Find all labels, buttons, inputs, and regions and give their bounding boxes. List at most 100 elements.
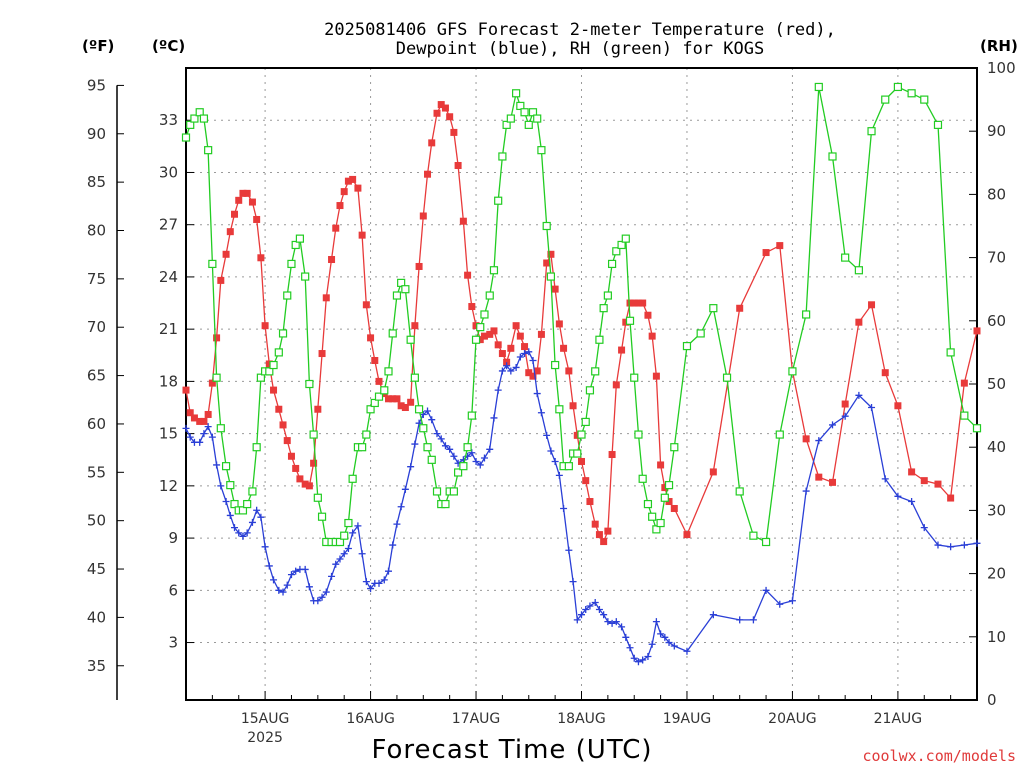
dewpoint-point bbox=[973, 539, 981, 547]
rh-point bbox=[607, 259, 617, 269]
temperature-point bbox=[419, 212, 427, 220]
temperature-point bbox=[634, 299, 642, 307]
fahrenheit-tick-label: 50 bbox=[87, 512, 106, 530]
dewpoint-point bbox=[591, 599, 599, 607]
temperature-point bbox=[665, 498, 673, 506]
dewpoint-series bbox=[182, 348, 981, 666]
dewpoint-point bbox=[208, 433, 216, 441]
dewpoint-point bbox=[450, 452, 458, 460]
dewpoint-point bbox=[551, 457, 559, 465]
temperature-point bbox=[802, 435, 810, 443]
rh-point bbox=[454, 468, 463, 477]
rh-point bbox=[881, 95, 890, 104]
rh-point bbox=[380, 386, 389, 395]
temperature-point bbox=[894, 402, 902, 410]
rh-point bbox=[506, 114, 515, 123]
dewpoint-point bbox=[841, 412, 849, 420]
rh-point bbox=[344, 518, 353, 528]
rh-point bbox=[423, 443, 432, 452]
chart-title-line1: 2025081406 GFS Forecast 2-meter Temperat… bbox=[324, 20, 836, 40]
rh-point bbox=[384, 367, 393, 376]
x-tick-label: 16AUG bbox=[346, 711, 395, 727]
dewpoint-point bbox=[424, 407, 432, 415]
fahrenheit-tick-label: 80 bbox=[87, 221, 106, 239]
dewpoint-point bbox=[336, 555, 344, 563]
dewpoint-point bbox=[322, 588, 330, 596]
dewpoint-point bbox=[788, 597, 796, 605]
rh-point bbox=[301, 272, 310, 281]
rh-tick-label: 0 bbox=[987, 691, 997, 709]
dewpoint-point bbox=[612, 618, 620, 626]
temperature-point bbox=[401, 404, 409, 412]
dewpoint-point bbox=[217, 482, 225, 490]
dewpoint-point bbox=[226, 511, 234, 519]
tick-labels: 3 6 9 12 15 18 21 24 27 30 33 35 40 45 50 55 60 65 70 75 80 8… bbox=[87, 59, 1016, 746]
temperature-point bbox=[261, 322, 269, 330]
temperature-point bbox=[441, 104, 449, 112]
temperature-point bbox=[424, 170, 432, 178]
temperature-point bbox=[314, 405, 322, 413]
temperature-point bbox=[222, 250, 230, 258]
rh-point bbox=[238, 506, 248, 515]
temperature-point bbox=[736, 304, 744, 312]
rh-point bbox=[920, 95, 929, 104]
celsius-tick-label: 3 bbox=[168, 634, 178, 652]
dewpoint-point bbox=[630, 654, 638, 662]
temperature-point bbox=[537, 330, 545, 338]
rh-point bbox=[537, 146, 546, 155]
dewpoint-point bbox=[248, 518, 256, 526]
dewpoint-point bbox=[618, 623, 626, 631]
dewpoint-point bbox=[389, 541, 397, 549]
dewpoint-point bbox=[362, 578, 370, 586]
rh-point bbox=[467, 411, 476, 420]
dewpoint-point bbox=[709, 611, 717, 619]
temperature-point bbox=[336, 202, 344, 210]
dewpoint-point bbox=[468, 449, 476, 457]
rh-point bbox=[476, 323, 485, 332]
dewpoint-point bbox=[253, 506, 261, 514]
temperature-point bbox=[472, 322, 480, 330]
dewpoint-point bbox=[604, 618, 612, 626]
temperature-point bbox=[947, 494, 955, 502]
rh-point bbox=[392, 291, 402, 300]
temperature-point bbox=[578, 457, 585, 465]
dewpoint-point bbox=[529, 356, 537, 364]
rh-point bbox=[348, 474, 357, 483]
dewpoint-point bbox=[397, 503, 405, 511]
temperature-point bbox=[908, 468, 916, 476]
dewpoint-point bbox=[578, 611, 585, 619]
temperature-point bbox=[569, 402, 577, 410]
rh-series bbox=[181, 82, 982, 547]
rh-point bbox=[933, 120, 943, 129]
dewpoint-point bbox=[490, 414, 498, 422]
dewpoint-point bbox=[305, 583, 313, 591]
dewpoint-point bbox=[243, 529, 251, 537]
temperature-point bbox=[407, 398, 415, 406]
dewpoint-point bbox=[573, 616, 581, 624]
rh-point bbox=[564, 462, 573, 471]
celsius-tick-label: 9 bbox=[168, 529, 178, 547]
temperature-point bbox=[349, 175, 357, 183]
dewpoint-point bbox=[503, 362, 511, 370]
dewpoint-point bbox=[393, 520, 401, 528]
dewpoint-point bbox=[537, 409, 545, 417]
temperature-point bbox=[657, 461, 665, 469]
fahrenheit-tick-label: 95 bbox=[87, 76, 106, 94]
celsius-tick-label: 24 bbox=[159, 268, 178, 286]
temperature-point bbox=[384, 395, 392, 403]
rh-point bbox=[463, 443, 472, 452]
dewpoint-point bbox=[283, 581, 291, 589]
rh-point bbox=[498, 152, 507, 161]
temperature-point bbox=[815, 473, 823, 481]
temperature-point bbox=[555, 320, 563, 328]
rh-point bbox=[682, 341, 692, 351]
temperature-point bbox=[652, 372, 660, 380]
rh-point bbox=[638, 474, 647, 483]
rh-point bbox=[309, 430, 318, 439]
rh-point bbox=[362, 430, 371, 439]
rh-point bbox=[204, 146, 213, 155]
dewpoint-point bbox=[543, 431, 551, 439]
axes bbox=[116, 67, 978, 701]
fahrenheit-tick-label: 40 bbox=[87, 608, 106, 626]
fahrenheit-tick-label: 55 bbox=[87, 463, 106, 481]
